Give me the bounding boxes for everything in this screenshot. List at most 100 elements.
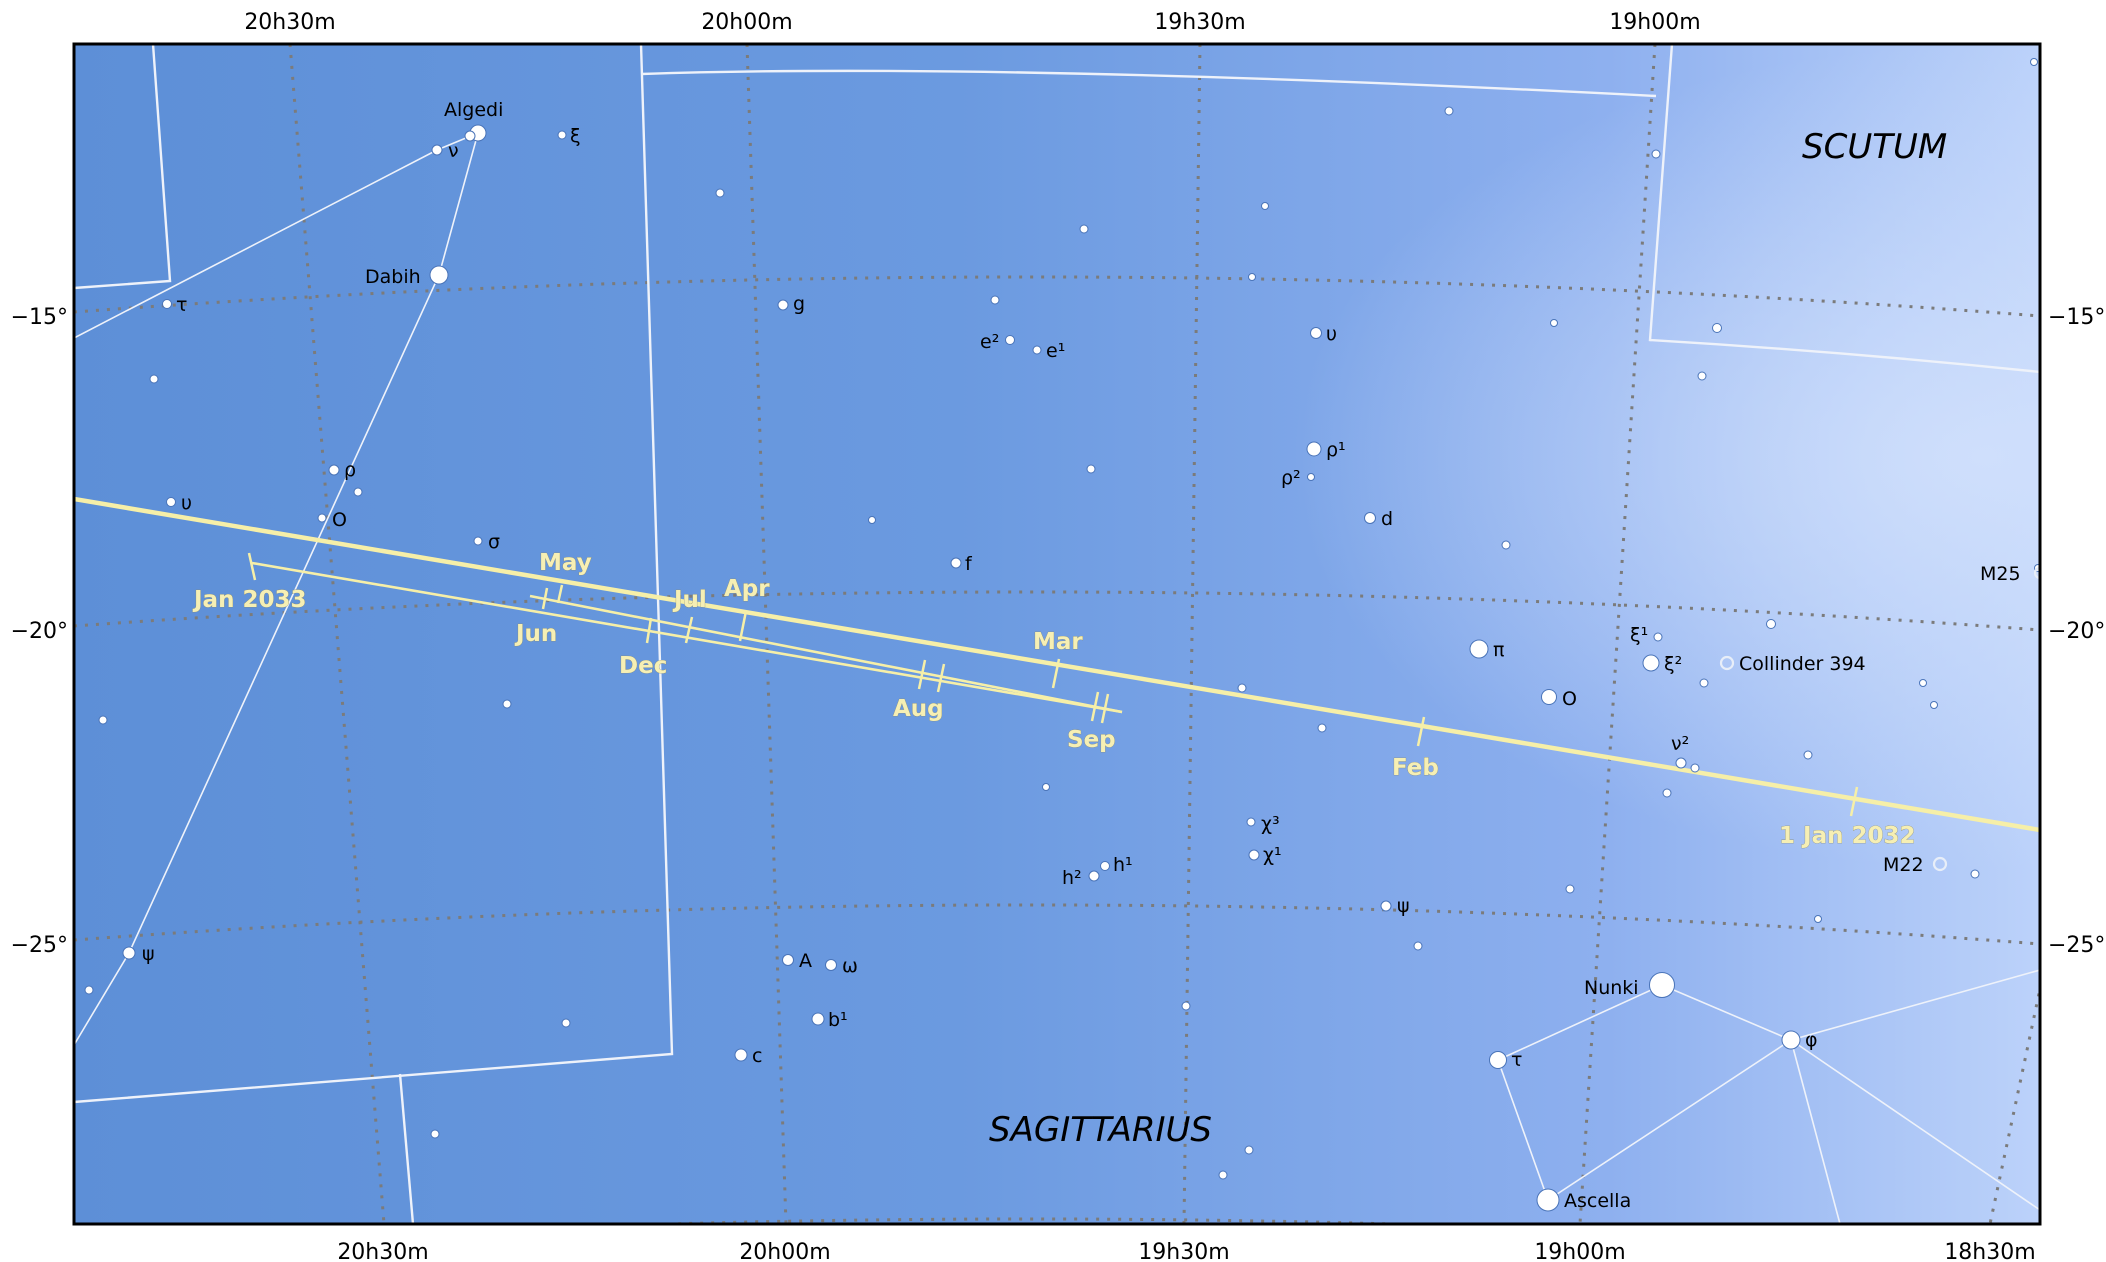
cluster-m22-marker: [1932, 856, 1948, 872]
star-faint: [1261, 202, 1269, 210]
star-nu-cap: [431, 144, 443, 156]
star-sigma-cap: [473, 536, 483, 546]
label-h2: h²: [1062, 867, 1082, 889]
path-label-mar: Mar: [1033, 629, 1083, 655]
label-xi-cap: ξ: [570, 125, 581, 147]
star-faint: [868, 516, 876, 524]
dec-label-left: −20°: [11, 619, 68, 644]
label-tau-sgr: τ: [1511, 1049, 1522, 1071]
star-nunki: [1649, 972, 1675, 998]
label-f: f: [965, 553, 973, 575]
star-upsilon-cap: [166, 497, 176, 507]
ra-label-bottom: 20h30m: [337, 1240, 428, 1262]
label-nu2: ν²: [1671, 733, 1689, 755]
constellation-boundaries: [74, 44, 2040, 1224]
star-A: [782, 954, 794, 966]
label-nu-cap: ν: [448, 140, 459, 162]
star-e2: [1005, 335, 1015, 345]
path-tick-apr: [738, 610, 748, 642]
star-pi-sgr: [1469, 639, 1489, 659]
star-faint: [84, 985, 94, 995]
star-chi3: [1246, 817, 1256, 827]
label-A: A: [799, 950, 812, 972]
label-h1: h¹: [1113, 854, 1133, 876]
ra-label-top: 20h30m: [244, 10, 335, 35]
stars: [84, 58, 2040, 1212]
star-faint: [1444, 106, 1454, 116]
chart-frame: [72, 42, 2042, 1226]
star-rho1: [1306, 441, 1322, 457]
star-d: [1364, 512, 1376, 524]
label-rho-cap: ρ: [344, 459, 356, 481]
star-faint: [1181, 1001, 1191, 1011]
star-h1: [1100, 861, 1110, 871]
label-m22: M22: [1883, 854, 1924, 876]
star-faint: [1237, 683, 1247, 693]
deep-sky-objects: [1719, 566, 2040, 872]
label-dabih: Dabih: [365, 266, 421, 288]
ra-label-top: 19h00m: [1609, 10, 1700, 35]
star-e1: [1032, 345, 1042, 355]
object-path: [74, 496, 2040, 833]
label-rho2: ρ²: [1281, 467, 1301, 489]
star-faint: [1919, 679, 1927, 687]
label-g: g: [793, 293, 805, 315]
path-labels: Jan 2033 May Jun Jul Apr Dec Mar Aug Sep…: [192, 550, 1916, 850]
star-faint: [1086, 464, 1096, 474]
label-psi-sgr: ψ: [1397, 895, 1410, 917]
label-pi-sgr: π: [1493, 639, 1504, 661]
star-faint: [1697, 371, 1707, 381]
star-faint: [430, 1129, 440, 1139]
label-m25: M25: [1980, 563, 2021, 585]
star-faint: [1651, 149, 1661, 159]
star-dabih: [429, 265, 449, 285]
path-label-apr: Apr: [724, 576, 770, 602]
path-tick-jul: [684, 616, 694, 644]
path-label-feb: Feb: [1392, 755, 1439, 781]
path-tick-mar: [1051, 658, 1061, 689]
star-faint: [1766, 619, 1776, 629]
star-phi-sgr: [1781, 1030, 1801, 1050]
star-tau-sgr: [1489, 1051, 1507, 1069]
label-tau-cap: τ: [176, 294, 187, 316]
dec-label-left: −15°: [11, 305, 68, 330]
star-psi-sgr: [1380, 900, 1392, 912]
star-faint: [715, 188, 725, 198]
star-psi-cap: [122, 946, 136, 960]
star-nu2: [1675, 757, 1687, 769]
label-chi1: χ¹: [1263, 844, 1282, 866]
path-tick-jun: [541, 587, 549, 610]
path-tick-sep2: [1100, 693, 1110, 724]
star-tau-cap: [162, 299, 172, 309]
ra-label-top: 19h30m: [1154, 10, 1245, 35]
coordinate-grid: [74, 44, 2040, 1224]
label-upsilon-sgr: υ: [1326, 323, 1337, 345]
star-omega: [825, 959, 837, 971]
label-algedi: Algedi: [444, 99, 503, 121]
star-pi-cap: [353, 487, 363, 497]
star-b1: [811, 1012, 825, 1026]
star-faint: [1699, 678, 1709, 688]
constellation-label-scutum: SCUTUM: [1802, 127, 1947, 167]
label-omicron-cap: O: [332, 509, 347, 531]
dec-line-minus15: [74, 275, 2040, 318]
star-faint: [98, 715, 108, 725]
label-collinder-394: Collinder 394: [1739, 653, 1866, 675]
star-faint: [1501, 540, 1511, 550]
label-omega: ω: [842, 955, 858, 977]
star-g: [777, 299, 789, 311]
star-rho2: [1307, 473, 1315, 481]
label-xi1: ξ¹: [1630, 624, 1648, 646]
star-upsilon-sgr: [1310, 327, 1322, 339]
dec-line-minus20: [74, 590, 2040, 632]
label-upsilon-cap: υ: [181, 492, 192, 514]
dec-label-right: −15°: [2048, 305, 2105, 330]
label-xi2: ξ²: [1664, 653, 1682, 675]
label-rho1: ρ¹: [1326, 439, 1346, 461]
path-label-dec: Dec: [619, 653, 667, 679]
label-sigma-cap: σ: [488, 531, 500, 553]
path-label-jul: Jul: [672, 587, 707, 613]
star-faint: [1662, 788, 1672, 798]
star-algedi-2: [464, 130, 476, 142]
